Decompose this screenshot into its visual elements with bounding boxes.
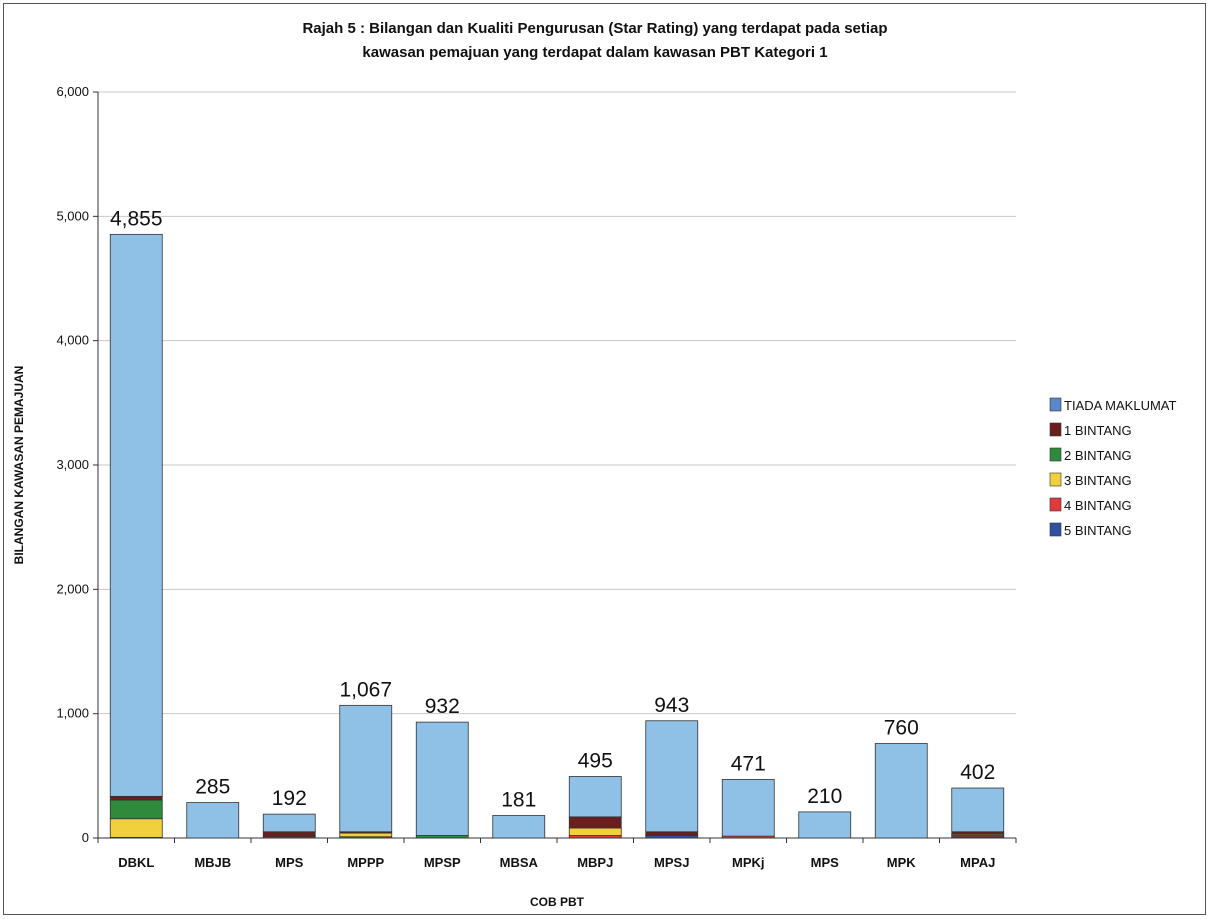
legend-label: TIADA MAKLUMAT: [1064, 398, 1177, 413]
y-tick-label: 5,000: [56, 208, 89, 223]
chart-frame: [3, 3, 1206, 915]
bar-segment: [339, 832, 393, 838]
bar-segment: [262, 831, 316, 838]
bar-segment: [951, 787, 1005, 833]
x-axis-title: COB PBT: [530, 895, 585, 909]
y-tick-label: 1,000: [56, 706, 89, 721]
data-label: 210: [807, 785, 842, 808]
data-label: 495: [578, 749, 613, 772]
legend-swatch: [1049, 472, 1062, 487]
y-axis-title: BILANGAN KAWASAN PEMAJUAN: [12, 366, 26, 565]
y-tick-label: 6,000: [56, 84, 89, 99]
bar-segment: [798, 811, 852, 839]
bar-segment: [568, 827, 622, 836]
x-tick-label: MBPJ: [577, 855, 613, 870]
bar-segment: [186, 802, 240, 839]
legend-swatch: [1049, 447, 1062, 462]
bar-segment: [492, 815, 546, 839]
legend-swatch: [1049, 522, 1062, 537]
legend-label: 2 BINTANG: [1064, 448, 1132, 463]
bar-segment: [415, 721, 469, 836]
legend-label: 3 BINTANG: [1064, 473, 1132, 488]
x-tick-label: MPPP: [347, 855, 384, 870]
legend-label: 5 BINTANG: [1064, 523, 1132, 538]
bar-segment: [645, 831, 699, 836]
chart-title-line: Rajah 5 : Bilangan dan Kualiti Pengurusa…: [302, 20, 887, 37]
data-label: 181: [501, 788, 536, 811]
data-label: 285: [195, 776, 230, 799]
x-tick-label: MPSJ: [654, 855, 689, 870]
bar-segment: [109, 795, 163, 801]
bar-segment: [109, 818, 163, 838]
bar-segment: [721, 779, 775, 837]
legend-label: 1 BINTANG: [1064, 423, 1132, 438]
x-tick-label: MPAJ: [960, 855, 995, 870]
bar-segment: [109, 233, 163, 797]
x-tick-label: MPS: [811, 855, 840, 870]
x-tick-label: MPK: [887, 855, 917, 870]
data-label: 760: [884, 717, 919, 740]
bar-segment: [109, 799, 163, 820]
legend-swatch: [1049, 422, 1062, 437]
data-label: 943: [654, 694, 689, 717]
bar-segment: [645, 720, 699, 833]
bar-segment: [262, 813, 316, 833]
data-label: 4,855: [110, 207, 163, 230]
data-label: 402: [960, 761, 995, 784]
legend-swatch: [1049, 497, 1062, 512]
legend-label: 4 BINTANG: [1064, 498, 1132, 513]
bar-segment: [568, 816, 622, 829]
x-tick-label: MPKj: [732, 855, 765, 870]
bar-segment: [339, 704, 393, 833]
legend-swatch: [1049, 397, 1062, 412]
bar-segment: [874, 743, 928, 839]
y-tick-label: 3,000: [56, 457, 89, 472]
chart-title-line: kawasan pemajuan yang terdapat dalam kaw…: [362, 44, 827, 61]
y-tick-label: 2,000: [56, 581, 89, 596]
x-tick-label: DBKL: [118, 855, 154, 870]
x-tick-label: MPSP: [424, 855, 461, 870]
y-tick-label: 0: [82, 830, 89, 845]
data-label: 192: [272, 787, 307, 810]
y-tick-label: 4,000: [56, 333, 89, 348]
x-tick-label: MBSA: [500, 855, 539, 870]
x-tick-label: MBJB: [194, 855, 231, 870]
data-label: 932: [425, 695, 460, 718]
bar-segment: [568, 776, 622, 818]
data-label: 1,067: [339, 678, 392, 701]
data-label: 471: [731, 752, 766, 775]
x-tick-label: MPS: [275, 855, 304, 870]
